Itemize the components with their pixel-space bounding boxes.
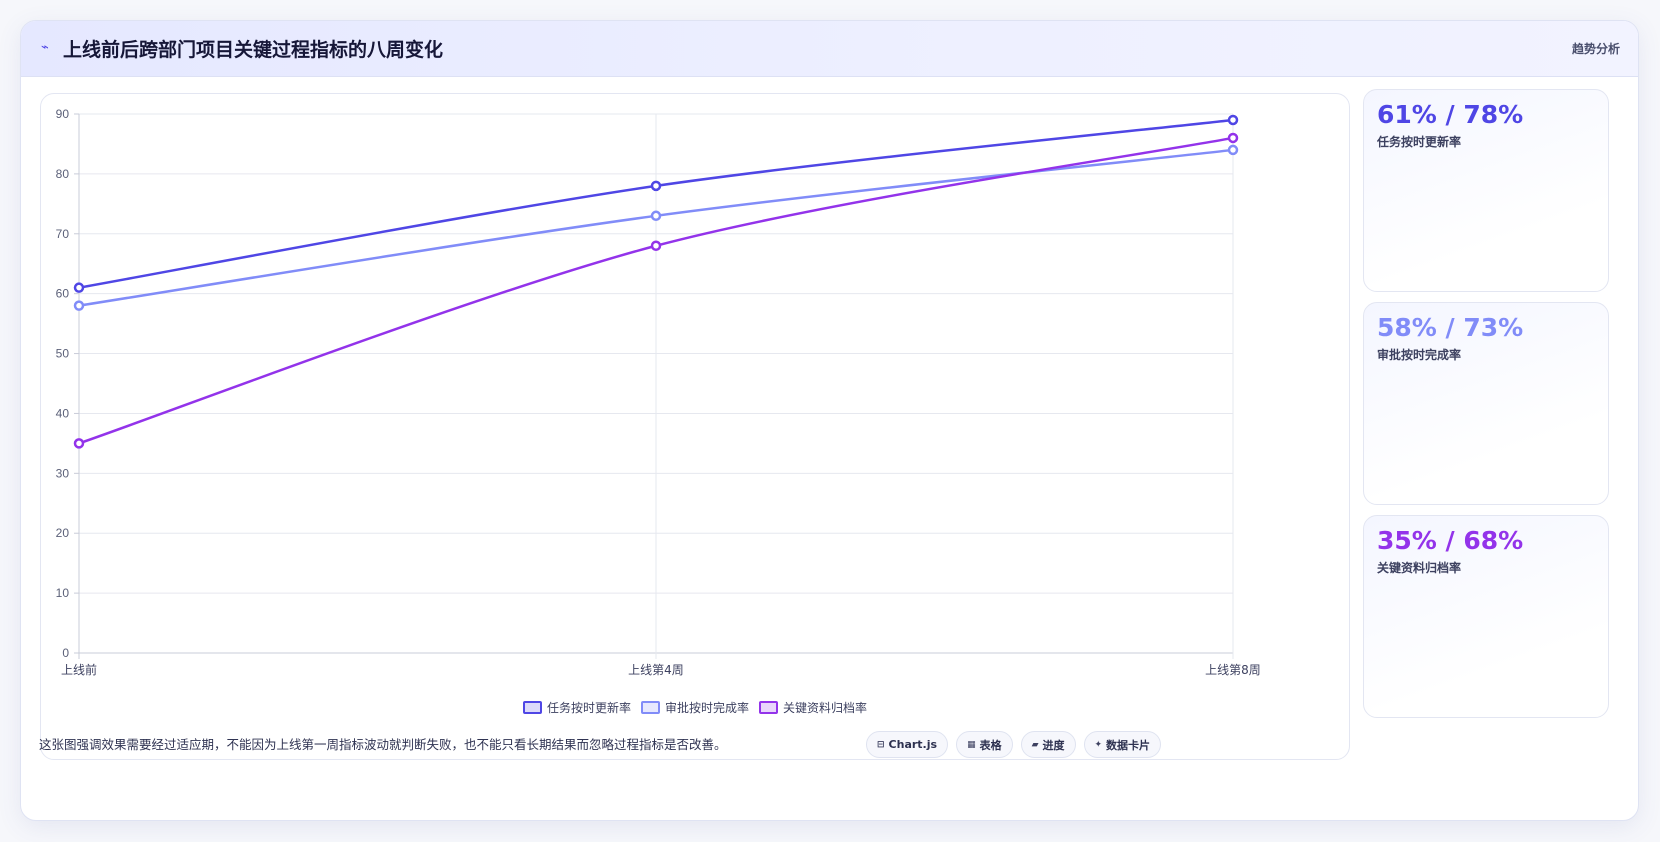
data-point	[650, 240, 662, 252]
data-point	[650, 180, 662, 192]
trend-analysis-tag: 趋势分析	[1571, 42, 1620, 56]
stat-card-approval: 58% / 73% 审批按时完成率	[1363, 302, 1609, 505]
chart-icon: ⊟	[877, 739, 885, 750]
x-tick-label: 上线第8周	[1205, 663, 1261, 677]
legend-item-1[interactable]: 审批按时完成率	[640, 699, 749, 716]
chip-label: Chart.js	[888, 738, 938, 751]
x-tick-label: 上线前	[61, 662, 97, 677]
chart-panel: 0 10 20 30 40 50 60 70 80 90 上线前 上线第4周 上线第8周 任务按时更新率…	[40, 93, 1350, 760]
legend-swatch	[522, 701, 542, 714]
y-tick-label: 20	[56, 526, 70, 540]
stat-label: 任务按时更新率	[1377, 135, 1462, 149]
data-point	[1227, 114, 1239, 126]
chart-card: ⌁ 上线前后跨部门项目关键过程指标的八周变化 趋势分析 0 10 20 30 40 50 6…	[20, 20, 1639, 821]
data-point	[73, 300, 85, 311]
stat-value: 61% / 78%	[1377, 100, 1524, 129]
data-point	[73, 438, 85, 449]
legend-label: 审批按时完成率	[664, 701, 749, 715]
y-tick-label: 40	[56, 406, 70, 420]
chart-title: 上线前后跨部门项目关键过程指标的八周变化	[63, 39, 444, 61]
progress-icon: ▰	[1031, 739, 1039, 750]
chip-data-card[interactable]: ✦ 数据卡片	[1083, 731, 1162, 758]
legend-item-2[interactable]: 关键资料归档率	[759, 699, 867, 716]
stat-label: 审批按时完成率	[1377, 348, 1462, 362]
y-tick-label: 10	[56, 586, 70, 600]
y-tick-label: 70	[56, 227, 70, 241]
stat-label: 关键资料归档率	[1377, 561, 1462, 575]
legend-label: 任务按时更新率	[546, 701, 631, 715]
y-tick-label: 80	[56, 167, 70, 181]
chip-table[interactable]: ▦ 表格	[956, 731, 1013, 758]
table-icon: ▦	[967, 739, 976, 750]
stat-card-archive: 35% / 68% 关键资料归档率	[1363, 515, 1609, 718]
line-chart: 0 10 20 30 40 50 60 70 80 90 上线前 上线第4周 上线第8周	[56, 107, 1261, 677]
data-point	[1227, 144, 1239, 156]
x-tick-label: 上线第4周	[628, 663, 684, 677]
footer-note: 这张图强调效果需要经过适应期，不能因为上线第一周指标波动就判断失败，也不能只看长…	[39, 737, 727, 752]
data-point	[73, 282, 85, 293]
y-tick-label: 90	[56, 107, 70, 121]
stat-card-task-update: 61% / 78% 任务按时更新率	[1363, 89, 1609, 292]
card-header: ⌁ 上线前后跨部门项目关键过程指标的八周变化 趋势分析	[21, 21, 1638, 77]
data-point	[1227, 132, 1239, 144]
chip-chartjs[interactable]: ⊟ Chart.js	[866, 731, 949, 758]
chip-label: 数据卡片	[1106, 738, 1151, 752]
y-tick-label: 60	[56, 287, 70, 301]
chip-label: 表格	[979, 738, 1002, 752]
data-point	[650, 210, 662, 222]
chip-progress[interactable]: ▰ 进度	[1020, 731, 1076, 758]
y-tick-label: 30	[56, 466, 70, 480]
stat-value: 58% / 73%	[1377, 313, 1524, 342]
legend-swatch	[759, 701, 778, 714]
legend-label: 关键资料归档率	[783, 701, 868, 715]
y-tick-label: 0	[62, 646, 69, 660]
chip-label: 进度	[1042, 738, 1065, 752]
stat-value: 35% / 68%	[1377, 526, 1524, 555]
sparkle-icon: ✦	[1094, 739, 1103, 750]
trend-line-icon: ⌁	[41, 40, 49, 55]
feature-chips: ⊟ Chart.js ▦ 表格 ▰ 进度 ✦ 数据卡片	[866, 731, 1162, 758]
chart-legend: 任务按时更新率 审批按时完成率 关键资料归档率	[41, 699, 1349, 716]
legend-item-0[interactable]: 任务按时更新率	[522, 699, 631, 716]
legend-swatch	[640, 701, 660, 714]
y-tick-label: 50	[56, 347, 70, 361]
